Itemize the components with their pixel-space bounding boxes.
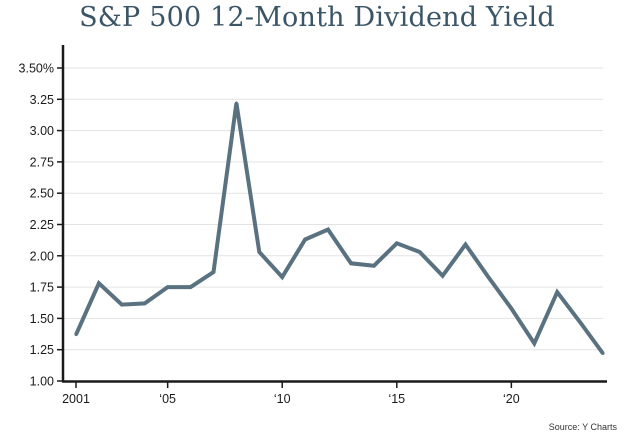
series-line-dividend-yield [74,102,605,355]
data-point [464,243,468,247]
data-point [211,270,215,274]
data-point [532,341,536,345]
data-point [97,281,101,285]
y-tick-labels: 1.00 1.25 1.50 1.75 2.00 2.25 2.50 2.75 3.00 3.25… [19,62,63,389]
data-point [303,238,307,242]
data-point [280,275,284,279]
x-tick-label: 2001 [62,392,90,406]
y-tick-label: 3.50% [19,62,54,76]
data-point [166,285,170,289]
y-tick-label: 2.75 [30,155,54,169]
grid-lines [63,67,603,351]
data-point [555,290,559,294]
data-point [143,301,147,305]
y-tick-label: 1.25 [30,343,54,357]
y-tick-label: 1.75 [30,281,54,295]
y-tick-label: 2.25 [30,218,54,232]
x-tick-label: ‘15 [388,392,405,406]
data-point [74,333,78,337]
data-point [395,241,399,245]
data-point [349,261,353,265]
y-tick-label: 1.50 [30,312,54,326]
series-layer [74,101,605,355]
data-point [578,320,582,324]
data-point [189,285,193,289]
data-point [509,306,513,310]
data-point [441,274,445,278]
x-tick-labels: 2001 ‘05 ‘10 ‘15 ‘20 [62,382,520,406]
data-point [601,351,605,355]
axes [61,45,607,383]
data-point [257,250,261,254]
data-point [326,228,330,232]
y-tick-label: 2.50 [30,187,54,201]
y-tick-label: 2.00 [30,249,54,263]
data-point [372,264,376,268]
data-point [120,303,124,307]
x-tick-label: ‘10 [274,392,291,406]
data-point [234,101,238,105]
y-tick-label: 3.25 [30,93,54,107]
data-point [418,250,422,254]
source-note: Source: Y Charts [549,422,618,432]
x-tick-label: ‘20 [503,392,520,406]
chart-title: S&P 500 12-Month Dividend Yield [79,2,555,33]
data-point [486,275,490,279]
x-tick-label: ‘05 [159,392,176,406]
y-tick-label: 3.00 [30,124,54,138]
y-tick-label: 1.00 [30,375,54,389]
